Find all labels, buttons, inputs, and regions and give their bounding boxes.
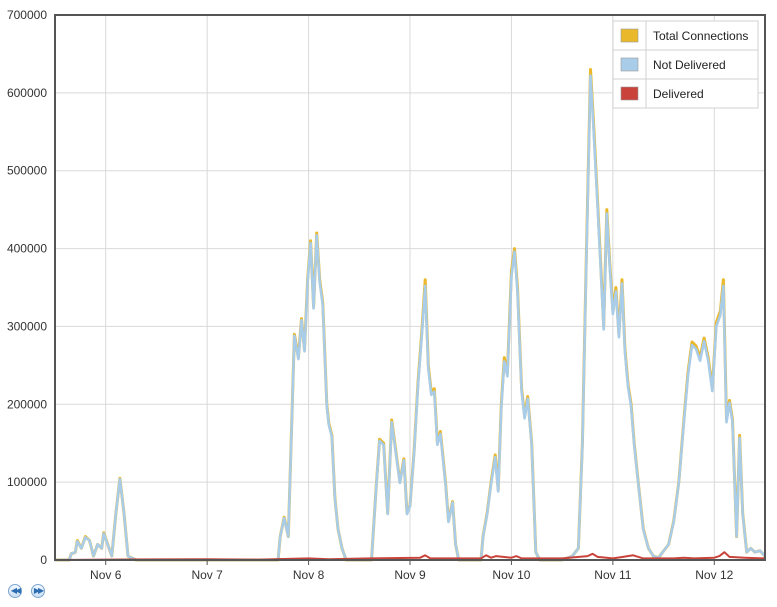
x-axis-ticks: Nov 6 Nov 7 Nov 8 Nov 9 Nov 10 Nov 11 Nov 12: [90, 560, 734, 582]
y-tick-label: 0: [40, 553, 47, 567]
legend-label: Delivered: [653, 87, 704, 101]
x-tick-label: Nov 12: [695, 568, 733, 582]
x-tick-label: Nov 10: [492, 568, 530, 582]
y-tick-label: 500000: [7, 164, 47, 178]
y-tick-label: 600000: [7, 86, 47, 100]
y-tick-label: 400000: [7, 242, 47, 256]
legend-swatch: [620, 86, 639, 101]
y-tick-label: 700000: [7, 8, 47, 22]
fast-forward-button[interactable]: ▶▶: [31, 584, 45, 598]
series-line-delivered: [54, 551, 766, 561]
x-tick-label: Nov 9: [394, 568, 426, 582]
rewind-button[interactable]: ◀◀: [8, 584, 22, 598]
fast-forward-icon: ▶▶: [33, 586, 44, 595]
legend-swatch: [620, 57, 639, 72]
y-axis-ticks: 0 100000 200000 300000 400000 500000 600000 700…: [7, 8, 47, 567]
legend: Total Connections Not Delivered Delivered: [612, 20, 759, 109]
legend-label: Not Delivered: [653, 58, 726, 72]
y-tick-label: 300000: [7, 319, 47, 333]
rewind-icon: ◀◀: [10, 586, 21, 595]
x-tick-label: Nov 7: [191, 568, 223, 582]
x-tick-label: Nov 6: [90, 568, 122, 582]
x-tick-label: Nov 8: [293, 568, 325, 582]
legend-label: Total Connections: [653, 29, 748, 43]
y-tick-label: 200000: [7, 397, 47, 411]
y-tick-label: 100000: [7, 475, 47, 489]
x-tick-label: Nov 11: [594, 568, 631, 582]
legend-swatch: [620, 28, 639, 43]
